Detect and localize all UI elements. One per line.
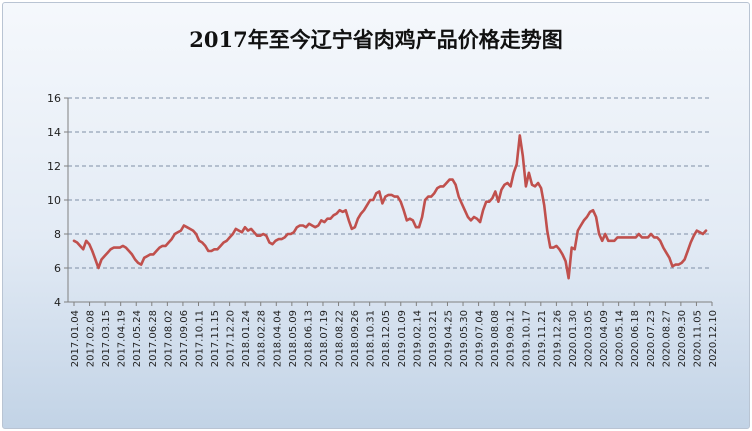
y-tick-label: 12 <box>47 160 61 173</box>
x-tick-label: 2019.08.08 <box>490 310 501 367</box>
x-tick-label: 2018.07.19 <box>319 310 330 367</box>
x-tick-label: 2020.05.14 <box>615 310 626 367</box>
x-tick-label: 2018.05.09 <box>288 310 299 367</box>
x-tick-label: 2017.10.11 <box>194 310 205 367</box>
series-line <box>72 134 708 280</box>
x-tick-label: 2017.09.06 <box>179 310 190 367</box>
x-tick-label: 2019.02.14 <box>412 310 423 367</box>
x-tick-label: 2017.01.04 <box>70 310 81 367</box>
x-tick-label: 2017.06.28 <box>148 310 159 367</box>
x-tick-label: 2019.11.21 <box>537 310 548 367</box>
x-tick-label: 2017.04.19 <box>117 310 128 367</box>
x-tick-label: 2019.10.17 <box>521 310 532 367</box>
y-tick-label: 14 <box>47 126 61 139</box>
x-tick-labels: 2017.01.04 2017.02.08 2017.03.15 2017.04.19… <box>70 302 719 367</box>
x-tick-label: 2018.04.04 <box>272 310 283 367</box>
y-tick-label: 10 <box>47 194 61 207</box>
y-tick-label: 4 <box>54 296 61 309</box>
x-tick-label: 2017.08.02 <box>163 310 174 367</box>
x-tick-label: 2020.04.09 <box>599 310 610 367</box>
x-tick-label: 2018.01.24 <box>241 310 252 367</box>
x-tick-label: 2017.05.24 <box>132 310 143 367</box>
x-tick-label: 2018.06.13 <box>303 310 314 367</box>
x-tick-label: 2019.03.21 <box>428 310 439 367</box>
x-tick-label: 2017.03.15 <box>101 310 112 367</box>
axes <box>67 98 712 303</box>
x-tick-label: 2020.09.30 <box>677 310 688 367</box>
x-tick-label: 2020.03.05 <box>584 310 595 367</box>
y-tick-label: 8 <box>54 228 61 241</box>
y-tick-labels: 4 6 8 10 12 14 16 <box>47 92 61 309</box>
x-tick-label: 2018.10.31 <box>366 310 377 367</box>
x-tick-label: 2017.02.08 <box>86 310 97 367</box>
series-layer <box>72 134 708 280</box>
x-tick-label: 2019.12.26 <box>552 310 563 367</box>
x-tick-label: 2019.07.04 <box>475 310 486 367</box>
x-tick-label: 2020.07.23 <box>646 310 657 367</box>
x-tick-label: 2018.12.05 <box>381 310 392 367</box>
x-tick-label: 2020.06.18 <box>630 310 641 367</box>
x-tick-label: 2019.01.09 <box>397 310 408 367</box>
x-tick-label: 2019.05.30 <box>459 310 470 367</box>
x-tick-label: 2018.08.22 <box>335 310 346 367</box>
gridlines <box>64 97 712 303</box>
y-tick-label: 6 <box>54 262 61 275</box>
x-tick-label: 2018.09.26 <box>350 310 361 367</box>
x-tick-label: 2019.09.12 <box>506 310 517 367</box>
x-tick-label: 2017.11.15 <box>210 310 221 367</box>
x-tick-label: 2020.12.10 <box>708 310 719 367</box>
x-tick-label: 2020.01.30 <box>568 310 579 367</box>
x-tick-label: 2019.04.25 <box>443 310 454 367</box>
chart-title: 2017年至今辽宁省肉鸡产品价格走势图 <box>189 27 563 52</box>
x-tick-label: 2018.02.28 <box>257 310 268 367</box>
y-tick-label: 16 <box>47 92 61 105</box>
x-tick-label: 2017.12.20 <box>226 310 237 367</box>
x-tick-label: 2020.11.05 <box>692 310 703 367</box>
x-tick-label: 2020.08.27 <box>661 310 672 367</box>
